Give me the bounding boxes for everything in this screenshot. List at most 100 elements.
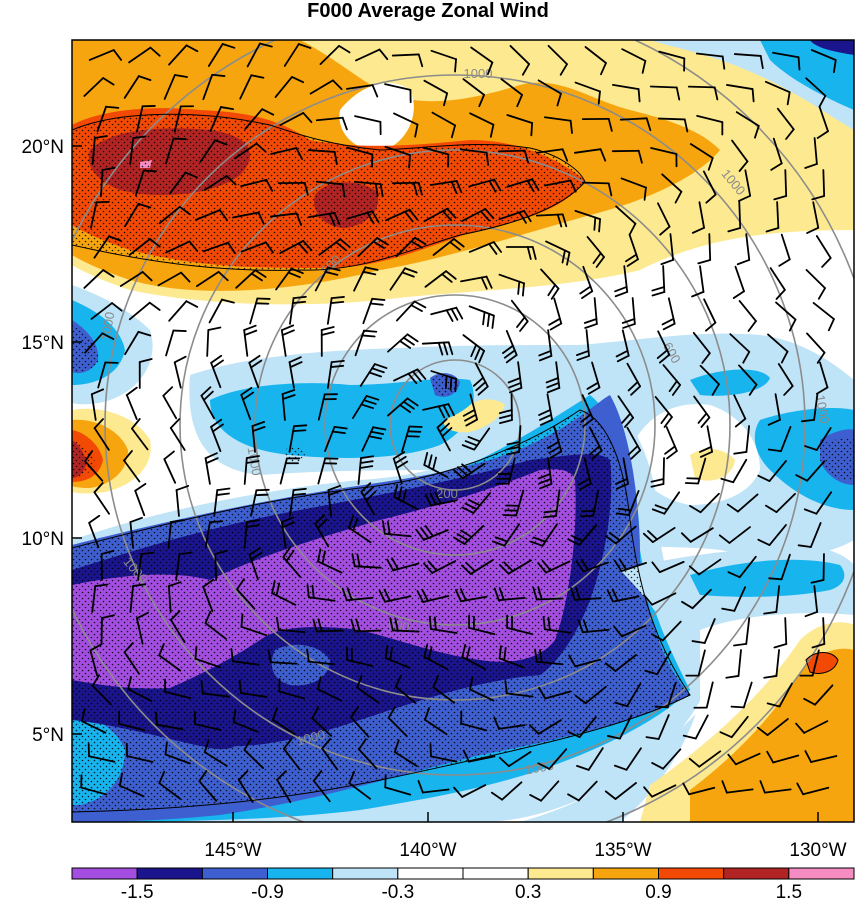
wind-barb xyxy=(803,491,833,515)
fill-navy-ne xyxy=(810,40,854,55)
wind-barb xyxy=(270,147,303,160)
wind-barb xyxy=(393,368,427,385)
colorbar-label: 1.5 xyxy=(776,882,802,900)
wind-barb xyxy=(271,707,296,736)
wind-barb xyxy=(96,105,120,133)
wind-barb xyxy=(773,617,788,649)
wind-barb xyxy=(387,333,419,353)
wind-barb xyxy=(604,654,637,672)
wind-barb xyxy=(645,714,670,740)
wind-barb xyxy=(237,770,254,803)
wind-barb xyxy=(391,53,424,68)
wind-barb xyxy=(80,774,108,796)
wind-barb xyxy=(732,265,745,299)
wind-barb xyxy=(168,44,199,66)
wind-barb xyxy=(158,770,182,800)
wind-barb xyxy=(614,682,642,708)
wind-barb xyxy=(574,81,601,105)
wind-barb xyxy=(692,331,711,364)
wind-barb xyxy=(772,51,801,71)
wind-barb xyxy=(651,560,685,574)
wind-barb xyxy=(613,624,647,638)
wind-barb xyxy=(537,79,562,107)
wind-barb xyxy=(733,394,747,428)
wind-barb xyxy=(586,361,601,395)
wind-barb xyxy=(644,650,672,676)
wind-barb xyxy=(170,610,186,643)
wind-barb xyxy=(346,210,380,225)
wind-barb xyxy=(326,359,345,389)
wind-barb xyxy=(765,201,780,233)
wind-barb xyxy=(547,44,568,76)
wind-barb xyxy=(384,208,419,223)
wind-barb xyxy=(685,649,706,677)
wind-barb xyxy=(654,396,673,428)
wind-barb xyxy=(650,147,678,168)
wind-barb xyxy=(138,358,153,389)
colorbar-swatch xyxy=(201,867,268,880)
wind-barb xyxy=(357,237,389,257)
wind-barb xyxy=(767,393,781,426)
wind-barb xyxy=(811,617,826,649)
wind-barb xyxy=(810,49,837,74)
wind-barb xyxy=(415,525,449,541)
wind-barb xyxy=(282,546,302,578)
wind-barb xyxy=(238,679,268,698)
wind-barb xyxy=(129,516,143,549)
wind-barb xyxy=(360,482,377,516)
wind-barb xyxy=(625,233,639,267)
wind-barb xyxy=(430,306,464,322)
wind-barb xyxy=(423,644,449,670)
wind-barb xyxy=(651,620,682,642)
wind-barb xyxy=(738,300,757,332)
wind-barb xyxy=(626,426,642,460)
wind-barb xyxy=(195,270,229,288)
wind-barb xyxy=(738,364,758,396)
wind-barb xyxy=(168,300,199,322)
wind-barb xyxy=(358,738,378,770)
wind-barb xyxy=(579,489,600,518)
wind-barb xyxy=(736,233,751,266)
wind-barb xyxy=(703,298,717,332)
wind-barb xyxy=(90,201,110,229)
wind-barb xyxy=(506,614,534,636)
wind-barb xyxy=(498,645,525,669)
wind-barb xyxy=(688,750,722,768)
wind-barb xyxy=(604,525,637,545)
wind-barb xyxy=(90,302,123,320)
wind-barb xyxy=(693,395,711,428)
wind-barb xyxy=(240,241,274,254)
wind-barb xyxy=(504,680,534,698)
wind-barb xyxy=(382,520,412,538)
wind-barb xyxy=(282,738,301,771)
wind-barb xyxy=(202,73,226,101)
wind-barb xyxy=(248,547,263,581)
wind-barb xyxy=(271,580,297,606)
colorbar-swatch xyxy=(397,867,464,880)
wind-barb xyxy=(129,135,147,165)
wind-barb xyxy=(681,588,712,610)
wind-barbs xyxy=(80,42,838,804)
wind-barb xyxy=(206,326,222,357)
wind-barb xyxy=(162,386,178,420)
wind-barb xyxy=(345,84,379,98)
wind-barb xyxy=(651,265,666,297)
wind-barb xyxy=(129,583,147,613)
wind-barb xyxy=(502,489,525,517)
wind-barb xyxy=(777,363,794,396)
wind-barb xyxy=(378,588,412,603)
wind-barb xyxy=(357,455,375,485)
wind-barb xyxy=(312,618,344,633)
colorbar-label: -1.5 xyxy=(121,882,154,900)
wind-barb xyxy=(431,111,456,139)
wind-barb xyxy=(775,301,797,332)
wind-barb xyxy=(204,520,224,549)
y-tick-label: 15°N xyxy=(22,333,64,354)
wind-barb xyxy=(721,586,747,612)
wind-barb xyxy=(428,615,458,634)
wind-barb xyxy=(721,780,754,794)
wind-barb xyxy=(727,555,757,579)
wind-barb xyxy=(617,395,635,428)
wind-barb xyxy=(123,450,141,483)
wind-barb xyxy=(460,275,493,290)
